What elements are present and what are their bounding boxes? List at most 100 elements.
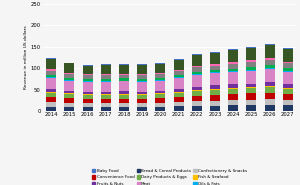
Bar bbox=[192, 67, 202, 72]
Bar bbox=[155, 98, 165, 103]
Bar bbox=[82, 99, 92, 103]
Bar bbox=[283, 94, 293, 100]
Bar bbox=[82, 94, 92, 95]
Bar bbox=[192, 65, 202, 67]
Bar bbox=[174, 89, 184, 92]
Bar bbox=[247, 60, 256, 62]
Bar bbox=[46, 97, 56, 102]
Bar bbox=[228, 100, 238, 105]
Bar bbox=[228, 49, 238, 50]
Bar bbox=[82, 75, 92, 79]
Bar bbox=[192, 101, 202, 106]
Bar bbox=[247, 71, 256, 84]
Bar bbox=[247, 67, 256, 70]
Bar bbox=[283, 105, 293, 111]
Bar bbox=[228, 89, 238, 94]
Bar bbox=[46, 59, 56, 69]
Bar bbox=[137, 94, 147, 95]
Bar bbox=[265, 105, 275, 111]
Bar bbox=[46, 78, 56, 89]
Bar bbox=[82, 65, 92, 74]
Bar bbox=[174, 97, 184, 102]
Bar bbox=[119, 95, 129, 99]
Bar bbox=[119, 75, 129, 78]
Bar bbox=[155, 64, 165, 73]
Bar bbox=[101, 75, 111, 79]
Bar bbox=[247, 105, 256, 111]
Bar bbox=[228, 84, 238, 88]
Bar bbox=[64, 103, 74, 107]
Bar bbox=[192, 75, 202, 87]
Bar bbox=[46, 71, 56, 75]
Bar bbox=[82, 107, 92, 111]
Bar bbox=[174, 102, 184, 106]
Bar bbox=[174, 71, 184, 75]
Bar bbox=[137, 65, 147, 74]
Bar bbox=[210, 89, 220, 90]
Bar bbox=[64, 98, 74, 103]
Bar bbox=[228, 88, 238, 89]
Y-axis label: Revenue in million US dollars: Revenue in million US dollars bbox=[24, 26, 28, 89]
Bar bbox=[137, 95, 147, 99]
Bar bbox=[155, 73, 165, 74]
Bar bbox=[119, 81, 129, 91]
Bar bbox=[137, 79, 147, 81]
Bar bbox=[101, 74, 111, 75]
Bar bbox=[265, 99, 275, 105]
Bar bbox=[210, 52, 220, 53]
Bar bbox=[210, 95, 220, 101]
Bar bbox=[64, 94, 74, 98]
Bar bbox=[228, 94, 238, 100]
Bar bbox=[265, 86, 275, 87]
Bar bbox=[119, 65, 129, 74]
Bar bbox=[210, 85, 220, 89]
Bar bbox=[192, 90, 202, 91]
Bar bbox=[101, 79, 111, 81]
Bar bbox=[192, 54, 202, 55]
Bar bbox=[192, 95, 202, 101]
Bar bbox=[137, 64, 147, 65]
Bar bbox=[283, 100, 293, 105]
Bar bbox=[228, 68, 238, 71]
Bar bbox=[119, 74, 129, 75]
Bar bbox=[210, 72, 220, 73]
Bar bbox=[101, 94, 111, 95]
Bar bbox=[46, 77, 56, 78]
Bar bbox=[174, 60, 184, 70]
Bar bbox=[119, 107, 129, 111]
Bar bbox=[210, 73, 220, 85]
Bar bbox=[64, 74, 74, 78]
Bar bbox=[265, 44, 275, 45]
Bar bbox=[101, 64, 111, 65]
Bar bbox=[101, 95, 111, 99]
Bar bbox=[82, 82, 92, 92]
Bar bbox=[247, 47, 256, 48]
Bar bbox=[82, 92, 92, 94]
Bar bbox=[228, 62, 238, 64]
Bar bbox=[101, 99, 111, 103]
Bar bbox=[64, 91, 74, 93]
Bar bbox=[174, 77, 184, 78]
Bar bbox=[82, 74, 92, 75]
Bar bbox=[155, 63, 165, 64]
Bar bbox=[265, 68, 275, 69]
Bar bbox=[64, 80, 74, 91]
Bar bbox=[46, 92, 56, 93]
Bar bbox=[101, 81, 111, 82]
Bar bbox=[101, 92, 111, 94]
Bar bbox=[210, 53, 220, 64]
Bar bbox=[265, 65, 275, 68]
Bar bbox=[228, 71, 238, 72]
Bar bbox=[101, 103, 111, 107]
Bar bbox=[192, 72, 202, 74]
Bar bbox=[155, 93, 165, 94]
Bar bbox=[283, 49, 293, 62]
Bar bbox=[247, 87, 256, 88]
Bar bbox=[192, 87, 202, 90]
Bar bbox=[228, 105, 238, 111]
Bar bbox=[247, 100, 256, 105]
Bar bbox=[119, 99, 129, 103]
Bar bbox=[137, 82, 147, 92]
Bar bbox=[247, 48, 256, 60]
Bar bbox=[137, 103, 147, 107]
